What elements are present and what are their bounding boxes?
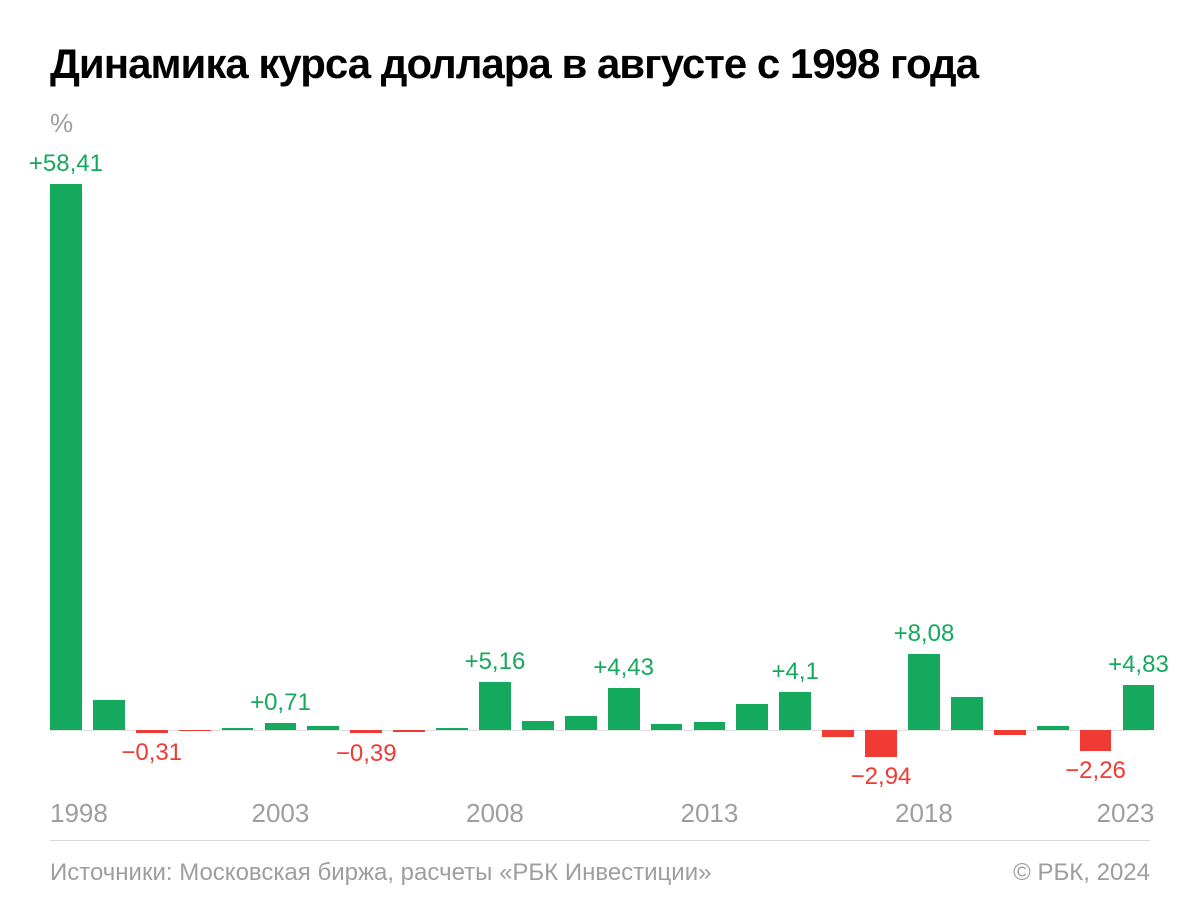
bar-rect (1123, 685, 1155, 730)
bar-2012 (651, 169, 683, 786)
bar-2005: −0,39 (350, 169, 382, 786)
bar-2004 (307, 169, 339, 786)
bar-2023: +4,83 (1123, 169, 1155, 786)
bar-1998: +58,41 (50, 169, 82, 786)
bar-value-label: −0,31 (121, 733, 182, 767)
footer-source: Источники: Московская биржа, расчеты «РБ… (50, 859, 711, 887)
x-tick-2023: 2023 (1097, 798, 1155, 829)
bar-rect (608, 688, 640, 729)
bar-2021 (1037, 169, 1069, 786)
bar-rect (951, 697, 983, 730)
bar-2017: −2,94 (865, 169, 897, 786)
bar-2003: +0,71 (265, 169, 297, 786)
bar-rect (994, 730, 1026, 735)
x-tick-1998: 1998 (50, 798, 108, 829)
bar-value-label: +8,08 (894, 620, 955, 654)
bar-2018: +8,08 (908, 169, 940, 786)
bar-rect (93, 700, 125, 730)
footer-copyright: © РБК, 2024 (1013, 859, 1150, 887)
bar-rect (908, 654, 940, 730)
bar-1999 (93, 169, 125, 786)
bar-rect (479, 682, 511, 730)
bar-2020 (994, 169, 1026, 786)
bar-2015: +4,1 (779, 169, 811, 786)
bar-rect (436, 728, 468, 729)
bar-value-label: +0,71 (250, 689, 311, 723)
bar-value-label: −2,94 (851, 757, 912, 791)
bar-2002 (222, 169, 254, 786)
x-tick-2003: 2003 (252, 798, 310, 829)
bar-2011: +4,43 (608, 169, 640, 786)
bar-rect (265, 723, 297, 730)
bar-rect (307, 726, 339, 730)
bar-2022: −2,26 (1080, 169, 1112, 786)
bar-value-label: −0,39 (336, 734, 397, 768)
bar-rect (222, 728, 254, 729)
bar-rect (393, 730, 425, 732)
bar-2013 (694, 169, 726, 786)
bar-2010 (565, 169, 597, 786)
bar-rect (565, 716, 597, 730)
bar-rect (865, 730, 897, 758)
bar-value-label: −2,26 (1065, 751, 1126, 785)
bar-value-label: +4,83 (1108, 651, 1169, 685)
y-axis-label: % (50, 108, 1150, 139)
bar-rect (736, 704, 768, 730)
x-tick-2008: 2008 (466, 798, 524, 829)
bar-2000: −0,31 (136, 169, 168, 786)
bar-value-label: +5,16 (465, 648, 526, 682)
bar-rect (1080, 730, 1112, 751)
bar-value-label: +4,1 (772, 658, 819, 692)
bar-rect (822, 730, 854, 737)
bar-value-label: +58,41 (29, 150, 103, 184)
x-tick-2013: 2013 (681, 798, 739, 829)
chart-title: Динамика курса доллара в августе с 1998 … (50, 40, 1150, 88)
bar-2001 (179, 169, 211, 786)
bar-rect (1037, 726, 1069, 730)
bar-rect (179, 730, 211, 731)
x-axis: 199820032008201320182023 (50, 790, 1150, 840)
chart-area: +58,41 −0,31 +0,71 −0,39 +5,16 +4,43 +4,1 −2,94… (50, 169, 1150, 786)
bar-rect (651, 724, 683, 730)
bar-rect (779, 692, 811, 730)
bar-2014 (736, 169, 768, 786)
bar-rect (522, 721, 554, 730)
bar-2008: +5,16 (479, 169, 511, 786)
bar-2019 (951, 169, 983, 786)
bar-2006 (393, 169, 425, 786)
bar-rect (694, 722, 726, 729)
bar-2009 (522, 169, 554, 786)
bar-value-label: +4,43 (593, 654, 654, 688)
footer-divider (50, 840, 1150, 841)
bar-rect (50, 184, 82, 730)
x-tick-2018: 2018 (895, 798, 953, 829)
bar-2007 (436, 169, 468, 786)
chart-bars: +58,41 −0,31 +0,71 −0,39 +5,16 +4,43 +4,1 −2,94… (50, 169, 1150, 786)
bar-2016 (822, 169, 854, 786)
